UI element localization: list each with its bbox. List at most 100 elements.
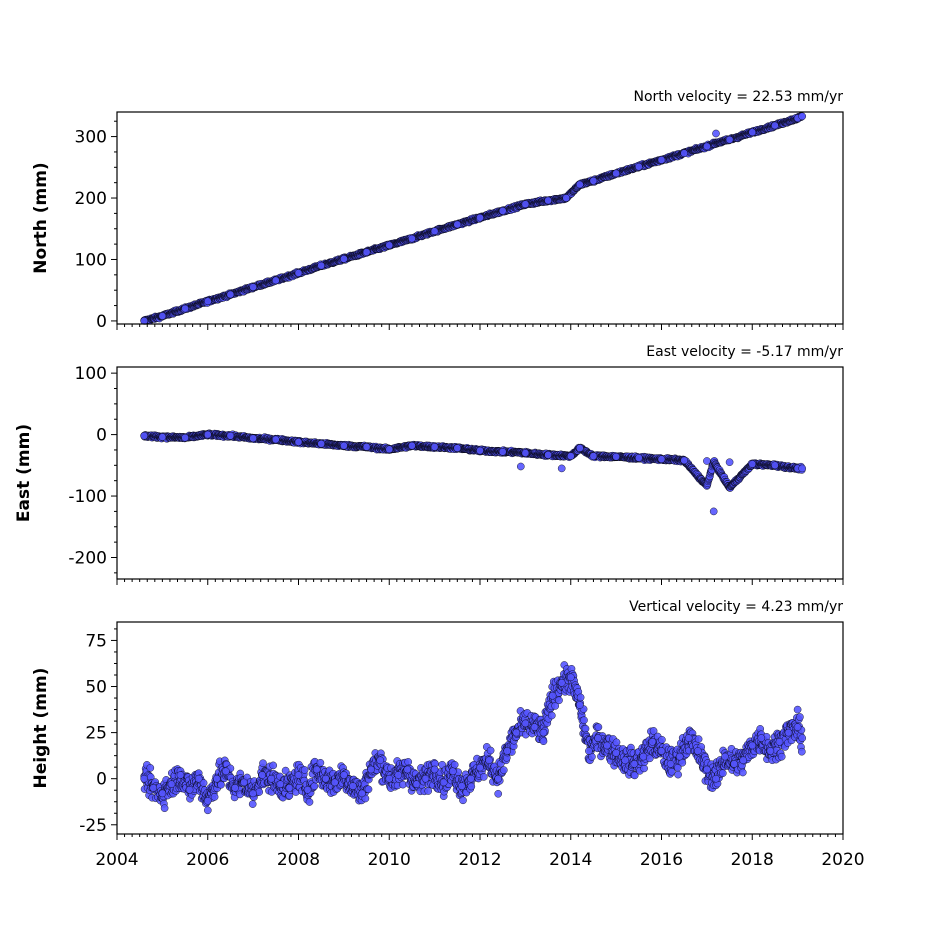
data-point <box>158 312 167 320</box>
data-point <box>249 434 257 443</box>
y-tick-label: 100 <box>75 250 107 270</box>
data-point <box>521 200 530 208</box>
data-point <box>798 464 807 473</box>
data-point <box>453 220 462 229</box>
data-point <box>408 441 416 450</box>
data-point <box>709 507 718 516</box>
data-point <box>294 438 303 446</box>
data-point <box>203 297 212 306</box>
data-point <box>712 129 720 138</box>
data-point <box>539 737 548 746</box>
data-point <box>612 452 620 461</box>
panel-title-north: North velocity = 22.53 mm/yr <box>633 89 843 105</box>
y-tick-label: 0 <box>96 426 107 446</box>
data-point <box>226 290 235 299</box>
data-point <box>430 443 439 451</box>
data-point <box>589 452 598 460</box>
data-point <box>271 435 280 444</box>
data-point <box>557 464 566 473</box>
data-point <box>362 443 371 451</box>
data-point <box>217 781 225 789</box>
panel-north: 0 100 200 300 North velocity = 22.53 mm/yr No… <box>31 89 844 332</box>
data-point <box>310 782 319 791</box>
data-point <box>467 782 476 791</box>
data-point <box>408 234 416 243</box>
data-point <box>305 798 314 806</box>
data-point <box>703 142 711 151</box>
y-axis-label-north: North (mm) <box>31 162 51 273</box>
data-point <box>248 800 257 808</box>
data-point <box>404 758 413 766</box>
series-points-north <box>140 112 807 325</box>
data-point <box>521 449 530 457</box>
data-point <box>424 787 433 795</box>
data-point <box>576 444 584 452</box>
data-point <box>725 458 734 467</box>
data-point <box>294 269 303 277</box>
data-point <box>226 431 235 440</box>
data-point <box>340 255 348 263</box>
data-point <box>748 128 757 137</box>
data-point <box>594 723 603 731</box>
axes-frame-east <box>116 366 844 580</box>
data-point <box>680 149 689 157</box>
y-tick-label: 300 <box>75 128 107 148</box>
data-point <box>771 121 779 130</box>
data-point <box>548 711 556 720</box>
data-point <box>316 759 325 767</box>
data-point <box>576 693 585 702</box>
data-point <box>499 766 508 774</box>
data-point <box>589 176 598 185</box>
data-point <box>210 793 219 801</box>
data-point <box>259 759 267 768</box>
data-point <box>317 261 326 270</box>
data-point <box>364 785 373 794</box>
data-point <box>544 451 552 459</box>
data-point <box>517 462 525 471</box>
data-point <box>160 804 169 813</box>
data-point <box>317 439 326 448</box>
data-point <box>181 433 189 442</box>
data-point <box>635 454 643 462</box>
data-point <box>612 169 620 178</box>
y-tick-label: 200 <box>75 189 107 209</box>
data-point <box>703 457 711 465</box>
series-points-east <box>140 429 807 516</box>
data-point <box>476 213 484 222</box>
data-point <box>544 196 552 205</box>
data-point <box>269 761 278 770</box>
data-point <box>771 461 779 470</box>
data-point <box>562 194 571 202</box>
data-point <box>385 241 394 250</box>
y-axis-label-east: East (mm) <box>14 424 34 522</box>
data-point <box>453 444 462 452</box>
data-point <box>203 430 212 439</box>
data-point <box>479 773 488 781</box>
data-point <box>498 447 507 456</box>
data-point <box>725 135 734 144</box>
data-point <box>181 304 189 313</box>
data-point <box>581 724 590 733</box>
data-point <box>459 796 467 805</box>
data-point <box>249 283 257 291</box>
data-point <box>494 790 503 798</box>
data-point <box>580 716 588 725</box>
data-point <box>158 433 167 441</box>
data-point <box>203 806 212 815</box>
data-point <box>798 112 807 121</box>
data-point <box>576 180 584 189</box>
data-point <box>486 746 495 755</box>
y-tick-label: -100 <box>68 487 107 507</box>
data-point <box>340 441 348 450</box>
data-point <box>657 455 666 464</box>
data-point <box>385 445 394 454</box>
data-point <box>450 761 459 769</box>
data-point <box>362 248 371 256</box>
data-point <box>300 766 309 774</box>
y-tick-label: 0 <box>96 312 107 332</box>
y-tick-label: 100 <box>75 364 107 384</box>
data-point <box>680 456 689 465</box>
data-point <box>555 696 563 705</box>
data-point <box>498 207 507 215</box>
